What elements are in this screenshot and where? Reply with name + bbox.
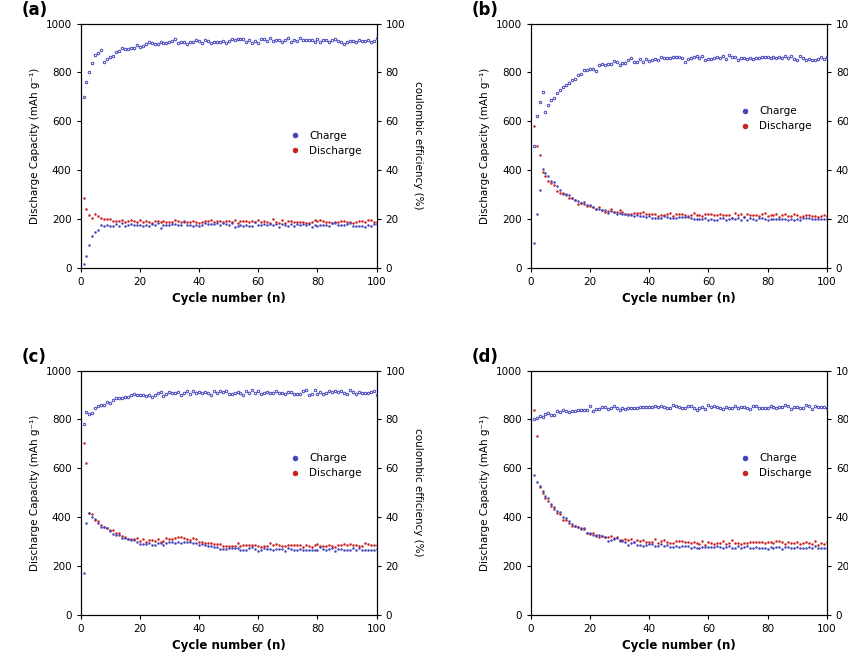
X-axis label: Cycle number (n): Cycle number (n)	[172, 292, 286, 306]
Legend: Charge, Discharge: Charge, Discharge	[731, 102, 816, 136]
Y-axis label: coulombic efficiency (%): coulombic efficiency (%)	[413, 429, 423, 557]
X-axis label: Cycle number (n): Cycle number (n)	[172, 640, 286, 653]
X-axis label: Cycle number (n): Cycle number (n)	[622, 292, 735, 306]
Text: (a): (a)	[21, 1, 47, 19]
Legend: Charge, Discharge: Charge, Discharge	[281, 126, 365, 160]
Text: (c): (c)	[21, 347, 46, 366]
Y-axis label: Discharge Capacity (mAh g⁻¹): Discharge Capacity (mAh g⁻¹)	[30, 68, 40, 224]
Y-axis label: Discharge Capacity (mAh g⁻¹): Discharge Capacity (mAh g⁻¹)	[480, 415, 490, 571]
Legend: Charge, Discharge: Charge, Discharge	[731, 449, 816, 482]
Text: (d): (d)	[471, 347, 499, 366]
Y-axis label: Discharge Capacity (mAh g⁻¹): Discharge Capacity (mAh g⁻¹)	[480, 68, 490, 224]
Y-axis label: Discharge Capacity (mAh g⁻¹): Discharge Capacity (mAh g⁻¹)	[30, 415, 40, 571]
X-axis label: Cycle number (n): Cycle number (n)	[622, 640, 735, 653]
Y-axis label: coulombic efficiency (%): coulombic efficiency (%)	[413, 81, 423, 210]
Legend: Charge, Discharge: Charge, Discharge	[281, 449, 365, 482]
Text: (b): (b)	[471, 1, 499, 19]
